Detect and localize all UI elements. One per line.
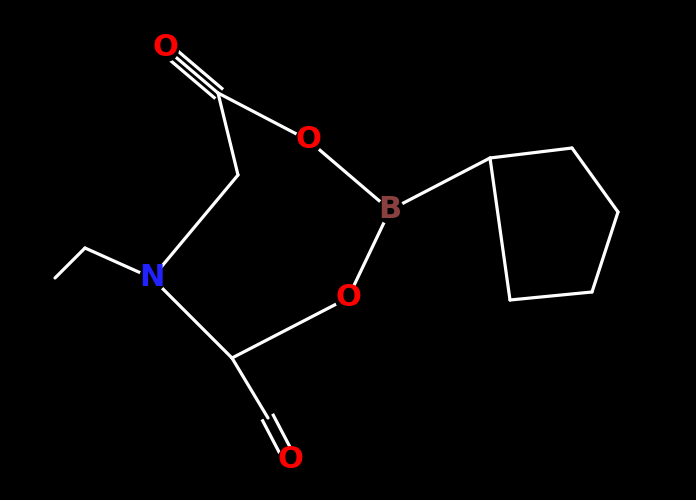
Text: O: O — [335, 284, 361, 312]
Text: O: O — [295, 126, 321, 154]
Text: B: B — [379, 196, 402, 224]
Text: N: N — [139, 264, 165, 292]
Text: O: O — [152, 34, 178, 62]
Text: O: O — [277, 446, 303, 474]
